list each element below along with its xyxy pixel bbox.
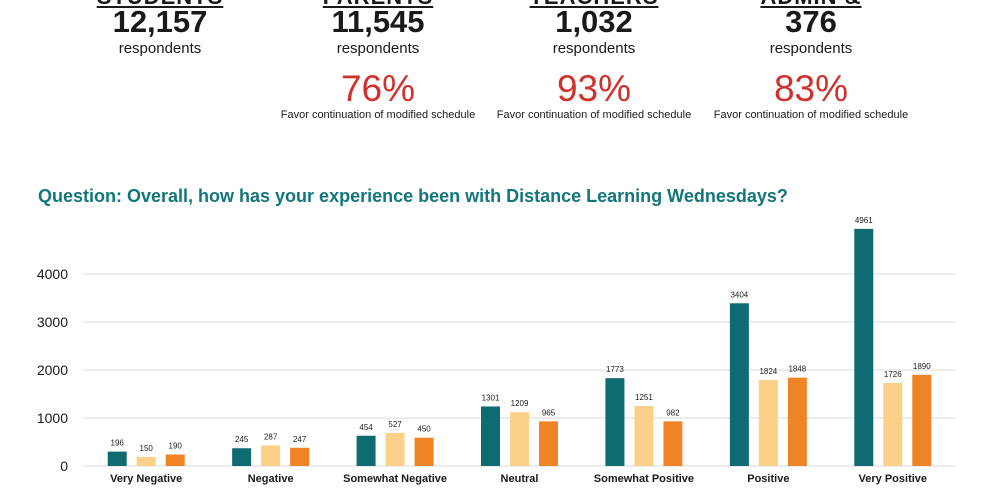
bar (414, 437, 434, 466)
stat-unit: respondents (552, 40, 636, 57)
bar (165, 454, 185, 466)
data-label: 527 (388, 420, 402, 429)
stat-unit: respondents (336, 40, 420, 57)
y-tick-label: 0 (60, 458, 68, 474)
data-label: 150 (140, 444, 154, 453)
data-label: 965 (542, 408, 556, 417)
x-tick-label: Negative (248, 473, 294, 485)
stat-count: 1,032 (555, 4, 633, 39)
bar (634, 406, 654, 466)
data-label: 287 (264, 432, 278, 441)
bar (510, 412, 529, 466)
bar (663, 421, 683, 466)
stat-students: STUDENTS 12,157 respondents (60, 0, 260, 58)
bar (605, 378, 625, 466)
bar (729, 303, 749, 466)
data-label: 1773 (606, 365, 624, 374)
data-label: 4961 (855, 216, 873, 225)
bar (107, 451, 127, 466)
x-tick-label: Positive (747, 473, 789, 485)
data-label: 454 (359, 423, 373, 432)
stat-admin: ADMIN & OTHERS 376 respondents 83% Favor… (711, 0, 911, 122)
y-tick-label: 2000 (37, 362, 68, 378)
y-tick-label: 3000 (37, 314, 68, 330)
x-tick-label: Somewhat Positive (594, 473, 694, 485)
data-label: 1209 (511, 399, 529, 408)
bar (356, 435, 376, 466)
bar (758, 380, 778, 466)
bar (912, 374, 932, 466)
data-label: 1726 (884, 370, 902, 379)
data-label: 982 (666, 408, 680, 417)
bar (136, 456, 156, 466)
stat-parents: PARENTS 11,545 respondents 76% Favor con… (278, 0, 478, 122)
x-tick-label: Very Positive (859, 473, 928, 485)
bar (261, 445, 281, 466)
data-label: 247 (293, 435, 307, 444)
bar (854, 228, 874, 466)
data-label: 245 (235, 435, 249, 444)
stat-unit: respondents (769, 40, 853, 57)
bar (883, 382, 903, 466)
bar (481, 406, 500, 466)
bar (290, 447, 310, 466)
data-label: 190 (169, 441, 183, 450)
stat-note: Favor continuation of modified schedule (713, 109, 909, 121)
data-label: 3404 (730, 290, 748, 299)
stat-label: STUDENTS (60, 0, 260, 8)
x-tick-label: Somewhat Negative (343, 473, 447, 485)
stat-count: 11,545 (331, 4, 425, 39)
stat-percent: 93% (556, 68, 632, 109)
stat-percent: 76% (340, 68, 416, 109)
bar (787, 377, 807, 466)
question-title: Question: Overall, how has your experien… (38, 186, 788, 206)
stat-percent: 83% (773, 68, 849, 109)
data-label: 450 (417, 425, 431, 434)
y-tick-label: 1000 (37, 410, 68, 426)
data-label: 196 (111, 439, 125, 448)
bar (539, 421, 558, 466)
x-tick-label: Very Negative (110, 473, 182, 485)
stat-label: PARENTS (278, 0, 478, 8)
data-label: 1848 (788, 365, 806, 374)
data-label: 1301 (482, 393, 500, 402)
stat-count: 12,157 (112, 4, 208, 39)
stat-label: ADMIN & OTHERS (711, 0, 911, 8)
stat-label: TEACHERS (494, 0, 694, 8)
y-tick-label: 4000 (37, 266, 68, 282)
data-label: 1824 (759, 367, 777, 376)
stat-teachers: TEACHERS 1,032 respondents 93% Favor con… (494, 0, 694, 122)
stat-note: Favor continuation of modified schedule (496, 109, 692, 121)
bar (232, 448, 252, 466)
data-label: 1890 (913, 362, 931, 371)
stat-count: 376 (785, 4, 837, 39)
bar (385, 432, 405, 466)
x-tick-label: Neutral (501, 473, 539, 485)
data-label: 1251 (635, 393, 653, 402)
stat-note: Favor continuation of modified schedule (280, 109, 476, 121)
stat-unit: respondents (118, 40, 202, 57)
